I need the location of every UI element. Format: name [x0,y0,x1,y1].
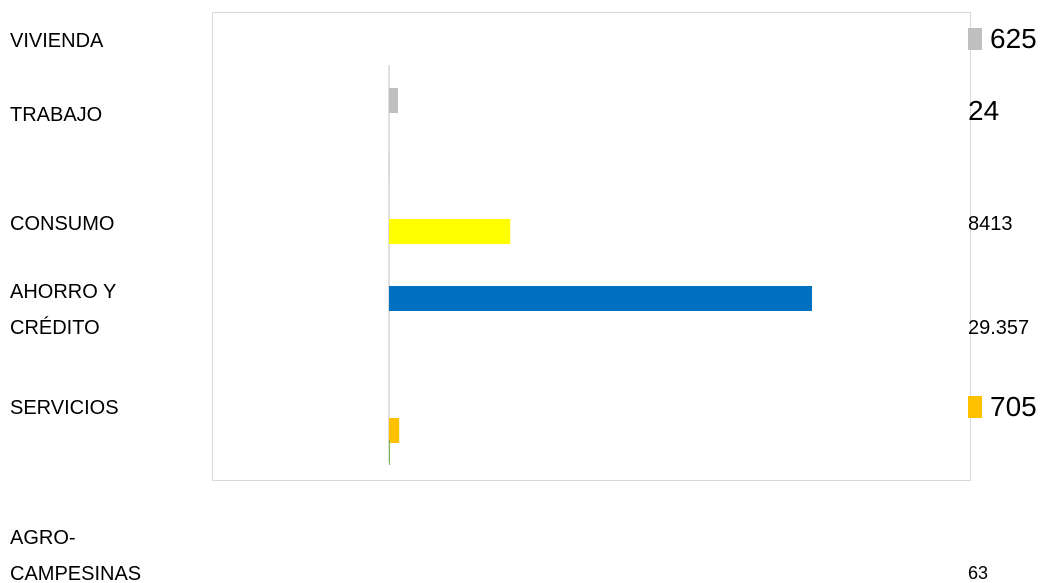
bar [389,219,511,244]
bar [389,88,399,113]
category-label: VIVIENDA [10,30,104,52]
value-label: 705 [990,391,1037,422]
value-label: 24 [968,95,1000,126]
bar [389,286,812,311]
value-label: 29.357 [968,317,1030,339]
category-label: SERVICIOS [10,397,119,419]
category-label: AHORRO Y CRÉDITO [10,281,116,339]
value-label: 8413 [968,213,1013,235]
plot-frame [212,12,971,481]
bar [389,418,400,443]
category-label: TRABAJO [10,104,103,126]
value-label: 63 [968,563,989,583]
legend-swatch [968,396,982,418]
bar [389,440,390,465]
legend-swatch [968,28,982,50]
value-label: 625 [990,23,1037,54]
category-label: CONSUMO [10,213,115,235]
category-label: AGRO-CAMPESINAS [10,527,142,583]
